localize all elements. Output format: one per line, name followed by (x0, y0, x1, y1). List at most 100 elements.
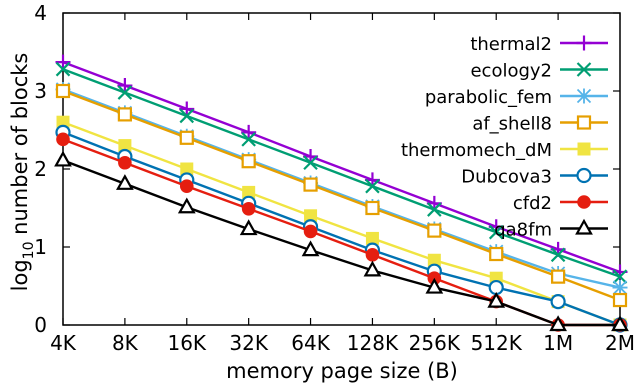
legend-entry: thermomech_dM (401, 140, 608, 161)
data-point (117, 78, 133, 94)
data-point (550, 294, 566, 310)
y-axis-label-rest: number of blocks (8, 53, 32, 242)
legend-label: ecology2 (470, 61, 552, 82)
data-point (365, 248, 380, 262)
data-point (304, 209, 318, 223)
x-tick-label: 512K (471, 331, 523, 355)
x-tick-label: 8K (112, 331, 139, 355)
data-point (487, 291, 506, 308)
legend-label: cfd2 (513, 193, 552, 214)
data-point (612, 280, 628, 296)
data-point (612, 292, 628, 308)
data-point (239, 219, 258, 236)
data-point (56, 115, 70, 129)
data-point (549, 315, 567, 332)
x-tick-label: 1M (543, 331, 573, 355)
data-point (117, 107, 132, 122)
data-point (179, 108, 195, 124)
data-point (427, 202, 442, 217)
series-line (62, 88, 621, 289)
legend-entry: ecology2 (470, 61, 608, 82)
data-point (55, 54, 71, 70)
legend-label: parabolic_fem (425, 87, 552, 108)
data-point (489, 246, 504, 262)
x-tick-label: 64K (291, 331, 330, 355)
legend-label: qa8fm (494, 220, 552, 241)
legend-entry: qa8fm (494, 218, 608, 241)
data-point (241, 124, 257, 140)
legend-marker (575, 218, 593, 235)
legend-label: Dubcova3 (461, 167, 552, 188)
data-point (425, 277, 444, 294)
legend-marker (576, 115, 592, 130)
data-point (241, 201, 256, 216)
data-point (55, 83, 71, 99)
data-point (611, 315, 629, 332)
data-point (427, 253, 441, 267)
legend-entry: af_shell8 (472, 114, 608, 135)
y-tick-label: 4 (34, 1, 47, 25)
legend-marker (576, 35, 592, 51)
data-point (179, 101, 195, 117)
series-line (62, 131, 621, 327)
data-point (54, 150, 72, 167)
data-point (551, 269, 566, 284)
series-line (62, 159, 620, 327)
data-point (56, 132, 70, 147)
data-point (241, 154, 256, 169)
series-group (54, 54, 629, 333)
series-ecology2 (55, 61, 628, 284)
data-point (303, 224, 318, 239)
x-axis-label: memory page size (B) (226, 359, 458, 383)
data-point (118, 139, 132, 153)
data-point (118, 155, 132, 170)
series-af_shell8 (55, 83, 628, 308)
legend-entry: thermal2 (470, 34, 608, 55)
data-point (363, 260, 382, 277)
legend-label: thermal2 (470, 34, 552, 55)
x-tick-label: 2M (605, 331, 635, 355)
x-tick-label: 128K (347, 331, 399, 355)
data-point (303, 177, 318, 192)
data-point (180, 162, 194, 176)
data-point (550, 247, 566, 263)
data-point (55, 61, 71, 77)
y-tick-label: 2 (34, 157, 47, 181)
data-point (177, 197, 196, 214)
data-point (241, 132, 256, 147)
legend-entry: cfd2 (513, 193, 608, 214)
legend-entry: parabolic_fem (425, 87, 608, 108)
series-line (62, 68, 621, 278)
data-point (117, 85, 133, 100)
data-point (365, 200, 380, 216)
data-point (242, 185, 256, 199)
legend-label: thermomech_dM (401, 140, 552, 161)
data-point (301, 240, 320, 257)
x-tick-label: 32K (229, 331, 268, 355)
legend-label: af_shell8 (472, 114, 552, 135)
axes: 0 1 2 3 4 4K 8K 16K 32K 64K 128K 256K 512K 1M 2M (34, 1, 635, 355)
series-line (62, 60, 621, 274)
data-point (365, 178, 380, 194)
y-axis-label: log10 number of blocks (8, 53, 37, 292)
y-axis-label-main: log (8, 259, 32, 291)
legend-marker (576, 62, 592, 77)
x-tick-label: 4K (50, 331, 77, 355)
data-point (116, 174, 134, 190)
data-point (365, 231, 379, 245)
series-qa8fm (54, 150, 629, 332)
legend-marker (577, 142, 591, 156)
series-line (62, 121, 621, 327)
x-tick-label: 256K (409, 331, 461, 355)
legend-marker (577, 195, 591, 209)
legend-marker (576, 88, 592, 104)
legend-entry: Dubcova3 (461, 167, 608, 188)
data-point (427, 223, 442, 238)
y-tick-label: 1 (34, 235, 47, 259)
data-point (488, 224, 504, 240)
data-point (179, 130, 194, 145)
y-tick-label: 3 (34, 79, 47, 103)
legend-marker (576, 167, 592, 184)
